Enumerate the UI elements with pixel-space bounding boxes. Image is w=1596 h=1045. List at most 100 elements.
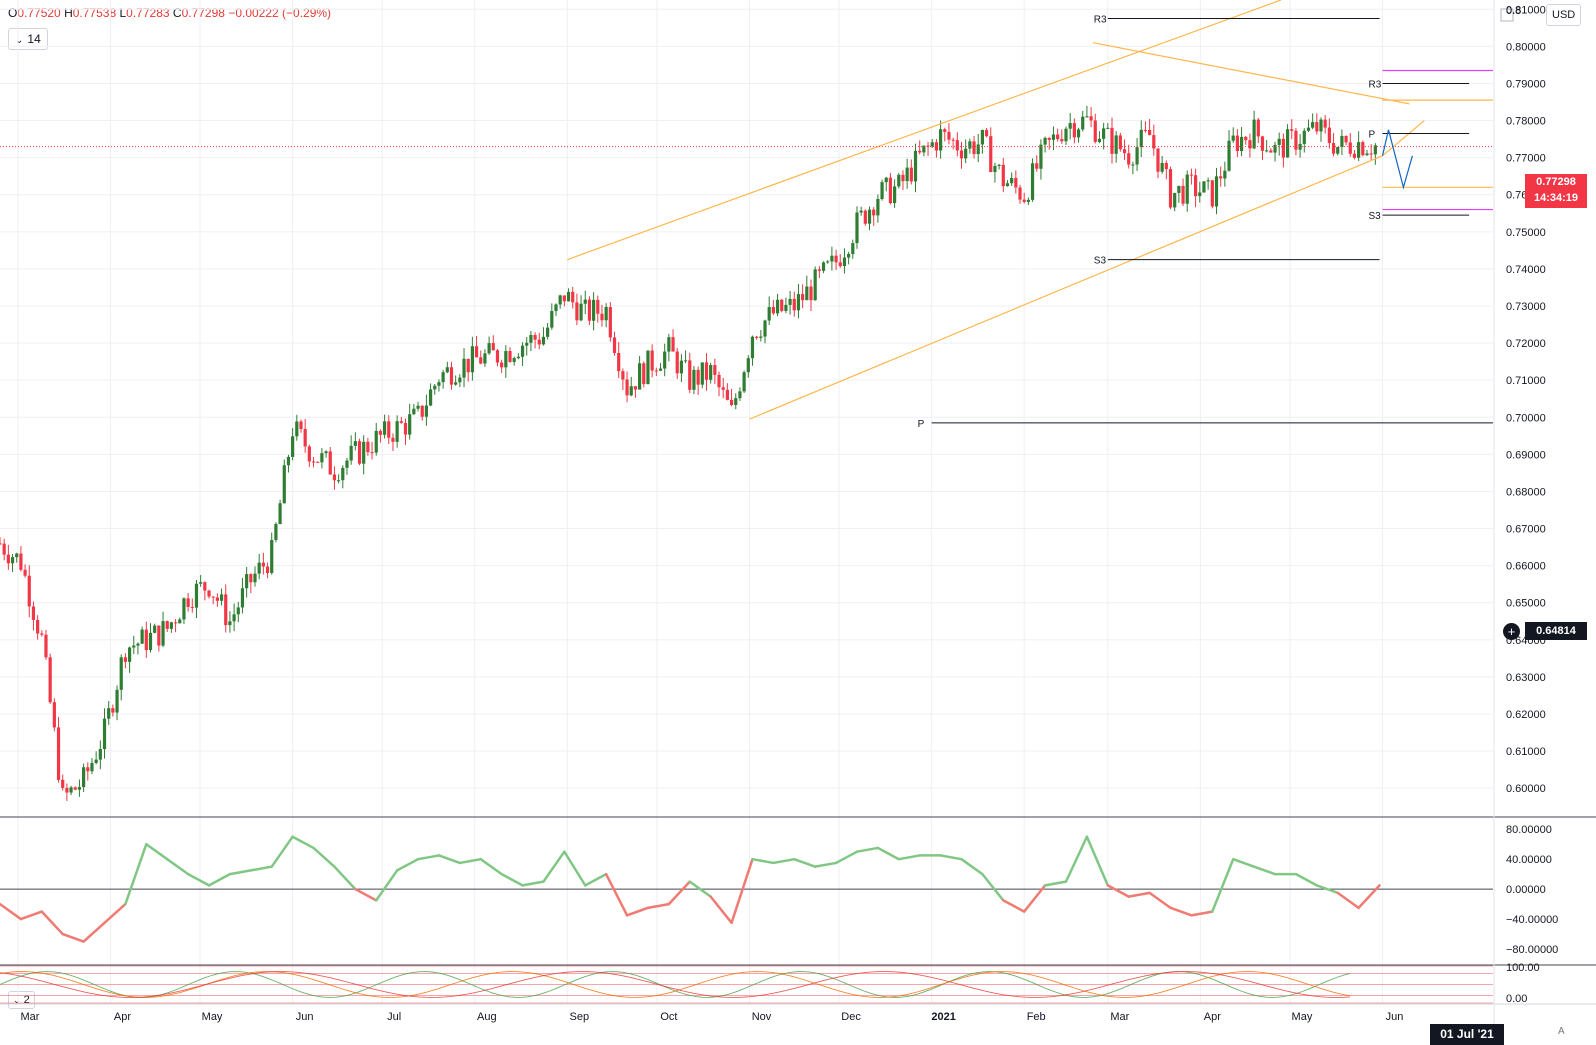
candle-body [332,474,337,481]
candle-body [1327,127,1331,144]
candle-body [345,460,349,468]
candle-body [759,336,763,338]
pivot-label: S3 [1094,256,1107,267]
candle-body [575,302,579,321]
candle-body [31,606,36,620]
pivot-label: R3 [1369,79,1382,90]
candle-body [458,377,462,383]
candle-body [1127,153,1131,165]
price-tick-label: 0.81000 [1506,4,1546,16]
candle-body [909,167,913,182]
candle-body [658,368,663,371]
time-tick-label: 2021 [931,1011,955,1023]
candle-body [738,391,742,399]
candle-body [194,583,199,608]
osc-segment [625,906,650,917]
candle-body [1269,150,1273,153]
candle-body [1106,127,1110,129]
candle-body [654,370,658,372]
candle-body [671,337,675,352]
price-tick-label: 0.71000 [1506,375,1546,387]
candle-body [1152,135,1156,149]
candle-body [56,727,61,780]
candle-body [94,759,98,763]
candle-body [1148,129,1152,136]
candle-body [1189,174,1194,176]
candle-body [236,607,240,615]
candle-body [307,446,311,462]
candle-body [52,702,56,728]
osc-segment [1357,884,1381,910]
candle-body [165,621,169,629]
pivot-label: R3 [1094,15,1107,26]
candle-body [725,389,729,400]
candle-body [989,136,993,173]
price-tick-label: 0.79000 [1506,78,1546,90]
osc-segment [542,850,566,883]
osc-segment [354,887,378,902]
candle-body [1185,174,1189,204]
candle-body [207,590,211,597]
osc-segment [165,857,190,876]
candle-body [1210,180,1214,207]
candle-body [1114,135,1118,154]
candle-body [328,451,332,475]
candle-body [265,566,270,574]
candle-body [809,286,813,301]
osc-tick-label: 0.00000 [1506,884,1546,896]
candle-body [1160,162,1164,172]
osc-segment [813,861,838,868]
candle-body [190,606,194,608]
price-tick-label: 0.74000 [1506,264,1546,276]
candle-body [1022,199,1026,202]
osc-segment [1022,884,1047,913]
candle-body [600,313,604,321]
candle-body [1193,175,1198,197]
time-tick-label: Jun [296,1011,314,1023]
candle-body [387,421,391,438]
candle-body [1302,130,1306,144]
osc-segment [1043,880,1068,887]
candle-body [964,148,968,159]
candle-body [1277,138,1281,145]
candle-body [1319,119,1323,132]
candle-body [1072,123,1076,138]
countdown-label: 14:34:19 [1533,192,1579,204]
price-tick-label: 0.75000 [1506,227,1546,239]
osc-segment [145,842,169,861]
candle-body [1223,170,1227,179]
candle-body [1323,119,1327,128]
currency-button[interactable]: USD [1546,4,1582,26]
candle-body [36,619,40,634]
auto-scale-button[interactable]: A [1558,1026,1565,1037]
channel-line [567,0,1282,261]
candle-body [320,453,324,463]
candle-body [742,372,746,392]
price-tick-label: 0.65000 [1506,598,1546,610]
candle-body [587,299,592,321]
candle-body [696,369,700,385]
candle-body [144,629,148,651]
channel-line [1382,120,1425,157]
osc-segment [82,921,106,943]
add-alert-icon[interactable]: + [1503,623,1520,640]
grid [0,0,1493,1003]
candle-body [115,689,119,713]
candle-body [1365,153,1369,156]
candle-body [700,362,704,385]
candle-body [1348,142,1352,154]
candle-body [679,360,684,374]
candle-body [1306,127,1311,131]
candle-body [625,379,629,396]
candle-body [830,255,834,262]
candle-body [667,337,671,352]
candle-body [1156,148,1160,172]
candle-body [98,749,102,760]
candle-body [157,625,161,646]
settings-icon[interactable] [1500,8,1514,22]
candle-body [579,303,583,321]
candle-body [926,145,930,147]
time-tick-label: May [202,1011,223,1023]
candle-body [454,382,458,385]
